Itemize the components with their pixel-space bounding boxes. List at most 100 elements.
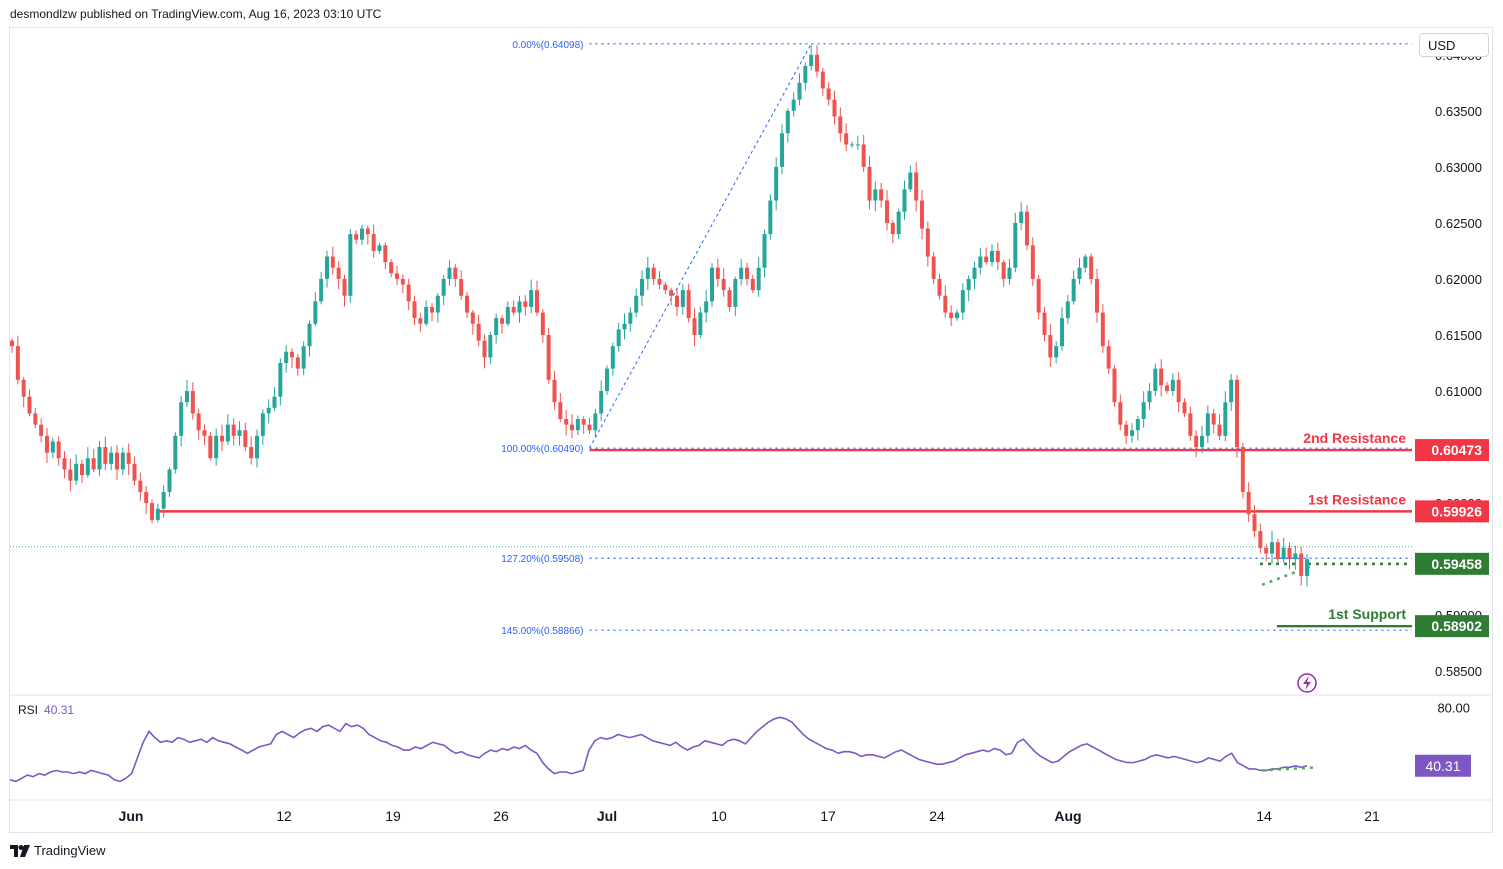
candle — [727, 286, 732, 312]
currency-button[interactable]: USD — [1419, 33, 1489, 57]
candle-body — [587, 424, 592, 431]
candle — [27, 389, 32, 417]
candle-body — [896, 211, 901, 235]
time-tick-label: Jul — [597, 808, 617, 824]
level-label: 1st Resistance — [1308, 491, 1406, 507]
candle-body — [295, 357, 300, 369]
candle — [850, 141, 854, 148]
candle-body — [1293, 553, 1298, 560]
candle — [243, 422, 248, 452]
candle-body — [39, 424, 44, 436]
candle — [1165, 381, 1169, 394]
time-axis[interactable]: Jun 12 19 26 Jul 10 17 24 Aug 14 21 — [119, 808, 1380, 824]
candle — [937, 273, 942, 300]
candle — [587, 418, 592, 434]
time-tick-label: 24 — [929, 808, 945, 824]
candle — [1182, 398, 1187, 418]
price-axis[interactable]: 0.640000.635000.630000.625000.620000.615… — [1435, 48, 1482, 679]
rsi-series[interactable]: 80.00 40.31 — [9, 700, 1471, 783]
candle — [1025, 205, 1029, 251]
candle — [1287, 542, 1292, 570]
candle — [208, 431, 213, 461]
candle-body — [1264, 547, 1269, 554]
candle — [120, 447, 125, 476]
candle-body — [365, 228, 370, 235]
footer-brand[interactable]: TradingView — [10, 843, 106, 858]
price-tag-box — [1415, 615, 1489, 638]
candlestick-series[interactable] — [10, 45, 1309, 587]
candle — [1042, 306, 1047, 342]
candle — [1217, 414, 1222, 441]
candle-body — [593, 413, 598, 431]
candle — [663, 281, 668, 295]
candle — [80, 460, 84, 484]
candle — [1176, 372, 1181, 413]
candle — [196, 408, 201, 440]
candle-body — [185, 391, 189, 403]
candle-body — [342, 278, 347, 296]
candle-body — [476, 323, 481, 341]
candle-body — [768, 200, 773, 235]
candle-body — [628, 312, 633, 324]
time-tick-label: 21 — [1364, 808, 1380, 824]
candle-body — [1030, 245, 1035, 279]
candle — [698, 306, 703, 339]
candle-body — [126, 452, 131, 464]
candle-body — [890, 222, 895, 235]
candle-body — [225, 424, 230, 442]
candle — [861, 134, 866, 173]
candle — [1106, 339, 1111, 374]
candle-body — [371, 234, 376, 251]
candle-body — [74, 463, 79, 481]
candle-body — [1065, 301, 1070, 319]
candle-body — [214, 435, 219, 459]
rsi-value-tag: 40.31 — [1415, 754, 1471, 777]
candle — [179, 396, 184, 447]
candle — [225, 414, 230, 445]
candle — [896, 208, 901, 240]
candle — [255, 429, 259, 468]
candle — [400, 274, 405, 294]
candle — [412, 296, 417, 325]
candle-body — [465, 295, 469, 313]
time-tick-label: 12 — [276, 808, 292, 824]
candle — [791, 92, 796, 117]
candle-body — [103, 447, 108, 464]
candle-body — [1060, 318, 1064, 347]
candle-body — [494, 318, 499, 335]
candle — [185, 379, 189, 407]
candle-body — [902, 189, 907, 212]
candle-body — [45, 435, 49, 453]
candle-body — [1240, 447, 1245, 492]
rsi-legend: RSI 40.31 — [18, 703, 74, 717]
candle-body — [972, 267, 977, 279]
candle — [360, 224, 364, 245]
candle — [167, 467, 172, 497]
candle-body — [91, 458, 96, 470]
lightning-icon[interactable] — [1297, 673, 1317, 693]
candle — [995, 242, 1000, 270]
price-tag-box — [1415, 552, 1489, 575]
candle — [715, 258, 720, 287]
support-resistance-levels[interactable]: 2nd Resistance 1st Resistance 1st Support — [10, 430, 1412, 628]
candle-body — [278, 363, 283, 397]
price-tag: 0.59926 — [1415, 500, 1489, 523]
candle — [1159, 359, 1164, 397]
candle — [1147, 383, 1152, 410]
candle-body — [931, 256, 936, 279]
candle — [33, 407, 38, 429]
candle — [1124, 420, 1129, 445]
candle-body — [406, 284, 411, 302]
candle — [348, 229, 353, 303]
fibonacci-extension[interactable]: 0.00%(0.64098) 100.00%(0.60490) 127.20%(0.… — [501, 40, 1412, 637]
candle — [1071, 270, 1076, 305]
time-tick-label: Jun — [119, 808, 144, 824]
candle — [564, 410, 569, 436]
time-tick-label: Aug — [1054, 808, 1081, 824]
candle-body — [581, 419, 586, 425]
candle — [45, 427, 49, 463]
fib-level-label: 0.00%(0.64098) — [512, 40, 583, 51]
rsi-name: RSI — [18, 703, 39, 717]
candle-body — [832, 99, 837, 117]
